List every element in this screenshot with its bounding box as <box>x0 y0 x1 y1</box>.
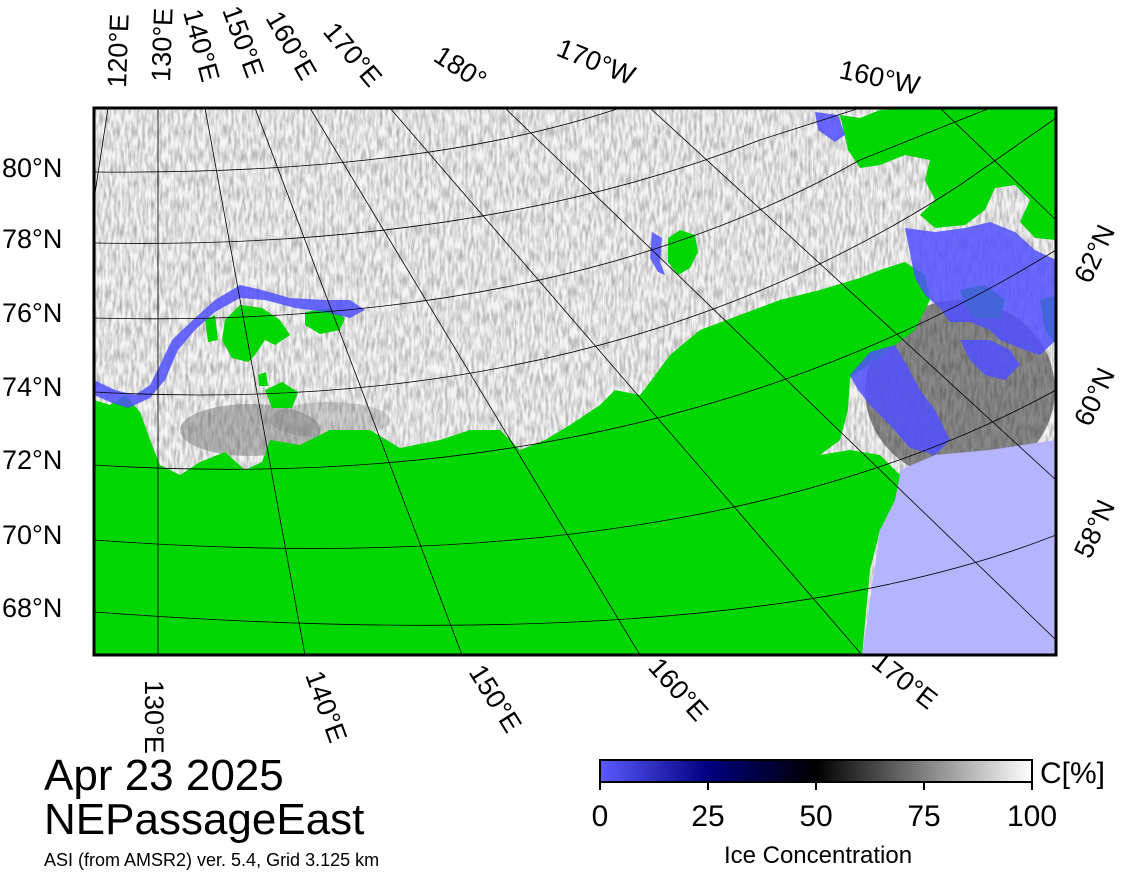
cbar-title: Ice Concentration <box>723 842 913 869</box>
lon-label: 170°W <box>553 33 640 91</box>
parallel-72n <box>94 249 1056 470</box>
parallel-80n <box>94 108 621 173</box>
meridian-120e <box>94 108 109 201</box>
island-little <box>258 372 268 386</box>
map-area <box>94 108 1056 655</box>
land-alaska <box>840 108 1056 240</box>
parallel-78n <box>94 108 861 244</box>
open-water-anadyr <box>960 340 1020 380</box>
parallel-76n <box>94 108 991 320</box>
lon-label: 180° <box>429 40 492 96</box>
cbar-tick-label: 75 <box>907 800 941 833</box>
cbar-tick-label: 25 <box>691 800 725 833</box>
island-wrangel <box>668 230 698 275</box>
island-new-siberian <box>222 305 290 362</box>
meridian-170e <box>389 108 863 655</box>
lon-label: 140°E <box>299 667 352 747</box>
lon-label: 120°E <box>102 13 135 88</box>
lat-label: 76°N <box>2 298 62 328</box>
map-date: Apr 23 2025 <box>44 751 284 800</box>
region-name: NEPassageEast <box>44 795 365 844</box>
parallel-70n <box>94 389 1056 549</box>
meridian-150e <box>254 108 463 655</box>
lat-label: 62°N <box>1068 220 1121 287</box>
dense-ice-patch <box>270 402 390 438</box>
island-bolshoy <box>205 315 218 342</box>
cbar-tick-label: 50 <box>799 800 833 833</box>
parallel-68n <box>94 534 1056 626</box>
lat-label: 80°N <box>2 153 62 183</box>
lon-label: 130°E <box>146 7 179 82</box>
lat-label: 58°N <box>1068 495 1121 562</box>
colorbar <box>599 759 1033 783</box>
lon-label: 160°W <box>837 55 923 101</box>
open-water <box>862 440 1056 655</box>
lat-label: 60°N <box>1068 363 1121 430</box>
map-frame <box>92 106 1058 657</box>
polynya-chukchi <box>815 112 845 142</box>
graticule <box>94 108 1056 655</box>
lon-label: 150°E <box>216 2 269 82</box>
land-mainland <box>94 262 930 655</box>
meridian-160e <box>309 108 641 655</box>
cbar-unit: C[%] <box>1040 757 1106 790</box>
parallel-74n <box>94 117 1056 396</box>
lon-label: 160°E <box>260 6 323 85</box>
open-water-norton <box>850 345 950 455</box>
open-water-bering-ice-edge <box>905 222 1056 355</box>
lat-label: 74°N <box>2 372 62 402</box>
lat-label: 68°N <box>2 593 62 623</box>
lat-label: 72°N <box>2 445 62 475</box>
lon-label: 130°E <box>139 680 169 754</box>
polynya-laptev <box>94 285 365 408</box>
cbar-tick-label: 100 <box>1006 800 1058 833</box>
lat-label: 78°N <box>2 224 62 254</box>
cbar-tick-label: 0 <box>591 800 609 833</box>
meridian-160w <box>939 108 1056 221</box>
island-small <box>265 382 298 408</box>
island-kotelny <box>305 308 345 334</box>
data-source: ASI (from AMSR2) ver. 5.4, Grid 3.125 km <box>44 850 380 870</box>
meridian-170w <box>649 108 1056 481</box>
meridian-140e <box>204 108 306 655</box>
lon-label: 140°E <box>177 6 225 85</box>
polynya-wrangel <box>650 232 665 275</box>
lon-label: 160°E <box>643 652 715 727</box>
lon-label: 170°E <box>317 17 387 93</box>
meridian-180 <box>504 108 1056 641</box>
lat-label: 70°N <box>2 520 62 550</box>
lon-label: 150°E <box>463 659 528 738</box>
